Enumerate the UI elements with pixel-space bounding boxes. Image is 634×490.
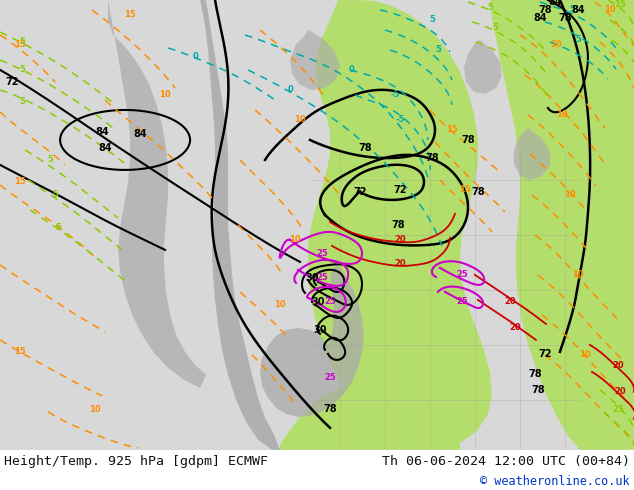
Text: 5: 5: [19, 37, 25, 47]
Text: 72: 72: [353, 187, 366, 197]
Text: 10: 10: [89, 405, 101, 415]
Text: 84: 84: [533, 13, 547, 23]
Text: 5: 5: [492, 24, 498, 32]
Polygon shape: [200, 0, 280, 450]
Text: 15: 15: [614, 0, 626, 9]
Text: 15: 15: [14, 41, 26, 49]
Text: 78: 78: [531, 385, 545, 395]
Text: 0: 0: [349, 66, 355, 74]
Text: 5: 5: [19, 66, 25, 74]
Text: 10: 10: [579, 350, 591, 359]
Polygon shape: [464, 40, 502, 94]
Text: 78: 78: [558, 13, 572, 23]
Text: 10: 10: [550, 41, 562, 49]
Text: 10: 10: [556, 110, 567, 120]
Text: 10: 10: [572, 270, 584, 279]
Polygon shape: [514, 128, 550, 180]
Text: 30: 30: [305, 273, 319, 283]
Text: 10: 10: [289, 235, 301, 245]
Text: 20: 20: [509, 323, 521, 332]
Text: 5: 5: [487, 3, 493, 13]
Text: 84: 84: [95, 127, 109, 137]
Text: 10: 10: [274, 300, 286, 309]
Text: -5: -5: [395, 116, 404, 124]
Text: 72: 72: [393, 185, 407, 195]
Text: 25: 25: [456, 270, 468, 279]
Text: 5: 5: [575, 35, 581, 45]
Text: 5: 5: [19, 98, 25, 106]
Text: 84: 84: [571, 5, 585, 15]
Text: 25: 25: [324, 297, 336, 306]
Text: 20: 20: [504, 297, 515, 306]
Text: © weatheronline.co.uk: © weatheronline.co.uk: [481, 475, 630, 489]
Text: 78: 78: [358, 143, 372, 153]
Text: 78: 78: [323, 404, 337, 414]
Text: 10: 10: [159, 91, 171, 99]
Text: 10: 10: [294, 116, 306, 124]
Text: 25: 25: [316, 273, 328, 282]
Polygon shape: [490, 0, 634, 450]
Text: 78: 78: [425, 153, 439, 163]
Text: 25: 25: [612, 405, 624, 415]
Polygon shape: [260, 265, 364, 417]
Text: 0: 0: [287, 85, 293, 95]
Text: 30: 30: [311, 297, 325, 307]
Text: 15: 15: [446, 125, 458, 134]
Text: 78: 78: [391, 220, 404, 230]
Text: 5: 5: [429, 16, 435, 24]
Text: 5: 5: [569, 5, 575, 15]
Text: 20: 20: [612, 361, 624, 370]
Text: 25: 25: [324, 373, 336, 382]
Text: 25: 25: [456, 297, 468, 306]
Text: 5: 5: [47, 155, 53, 165]
Text: 5: 5: [55, 223, 61, 232]
Text: 84: 84: [133, 129, 147, 139]
Polygon shape: [308, 0, 492, 448]
Text: 30: 30: [313, 325, 327, 335]
Polygon shape: [290, 30, 340, 90]
Text: 5: 5: [52, 191, 58, 199]
Text: 15: 15: [459, 185, 471, 195]
Text: 5: 5: [435, 46, 441, 54]
Text: -5: -5: [390, 91, 399, 99]
Text: 15: 15: [14, 177, 26, 186]
Text: 72: 72: [538, 349, 552, 359]
Text: Height/Temp. 925 hPa [gdpm] ECMWF: Height/Temp. 925 hPa [gdpm] ECMWF: [4, 455, 268, 468]
Text: 15: 15: [14, 347, 26, 356]
Text: 78: 78: [538, 5, 552, 15]
Text: 0: 0: [192, 52, 198, 61]
Text: 20: 20: [394, 235, 406, 245]
Text: 84: 84: [548, 0, 562, 7]
Text: 10: 10: [604, 5, 616, 15]
Text: 78: 78: [528, 369, 541, 379]
Text: 20: 20: [394, 259, 406, 269]
Text: 78: 78: [471, 187, 485, 197]
Text: 72: 72: [5, 77, 19, 87]
Text: 10: 10: [564, 191, 576, 199]
Polygon shape: [280, 380, 460, 450]
Polygon shape: [108, 0, 206, 388]
Text: Th 06-06-2024 12:00 UTC (00+84): Th 06-06-2024 12:00 UTC (00+84): [382, 455, 630, 468]
Text: 78: 78: [461, 135, 475, 145]
Text: 25: 25: [316, 249, 328, 258]
Text: 20: 20: [614, 387, 626, 396]
Text: 15: 15: [124, 10, 136, 20]
Text: 84: 84: [98, 143, 112, 153]
